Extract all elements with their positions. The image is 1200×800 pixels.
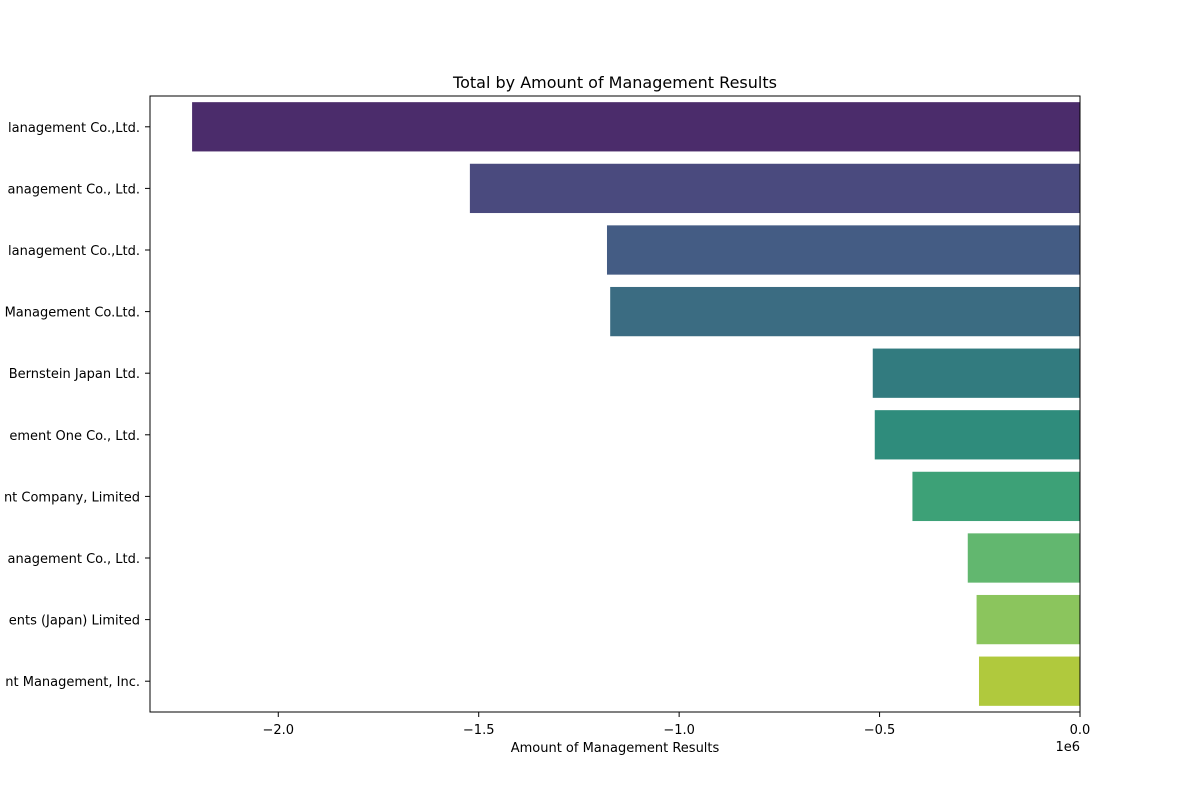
bar-4: [872, 348, 1080, 398]
y-tick-label: Management Co.Ltd.: [5, 306, 140, 321]
y-tick-label: lanagement Co.,Ltd.: [8, 121, 140, 136]
x-tick-label: −1.0: [663, 723, 695, 738]
y-tick-label: Bernstein Japan Ltd.: [9, 367, 140, 382]
bar-2: [606, 225, 1080, 275]
x-tick-label: −0.5: [864, 723, 896, 738]
y-tick-label: ement One Co., Ltd.: [9, 429, 140, 444]
x-tick-label: 0.0: [1070, 723, 1091, 738]
x-tick-label: −1.5: [463, 723, 495, 738]
chart-title: Total by Amount of Management Results: [452, 73, 777, 92]
axis-offset-label: 1e6: [1055, 740, 1080, 755]
x-tick-label: −2.0: [262, 723, 294, 738]
plot-frame: [149, 95, 1081, 713]
y-tick-label: lanagement Co.,Ltd.: [8, 244, 140, 259]
bar-0: [192, 102, 1080, 152]
y-tick-label: anagement Co., Ltd.: [8, 182, 140, 197]
y-tick-label: nt Company, Limited: [4, 490, 140, 505]
bar-1: [469, 163, 1080, 214]
bar-3: [610, 286, 1080, 337]
bar-5: [874, 410, 1080, 460]
y-tick-label: anagement Co., Ltd.: [8, 552, 140, 567]
bar-9: [978, 656, 1080, 706]
y-tick-label: nt Management, Inc.: [5, 675, 140, 690]
y-tick-label: ents (Japan) Limited: [9, 614, 140, 629]
bar-8: [976, 594, 1080, 645]
x-axis-title: Amount of Management Results: [511, 741, 720, 756]
bar-6: [912, 471, 1080, 522]
bar-7: [967, 533, 1080, 583]
